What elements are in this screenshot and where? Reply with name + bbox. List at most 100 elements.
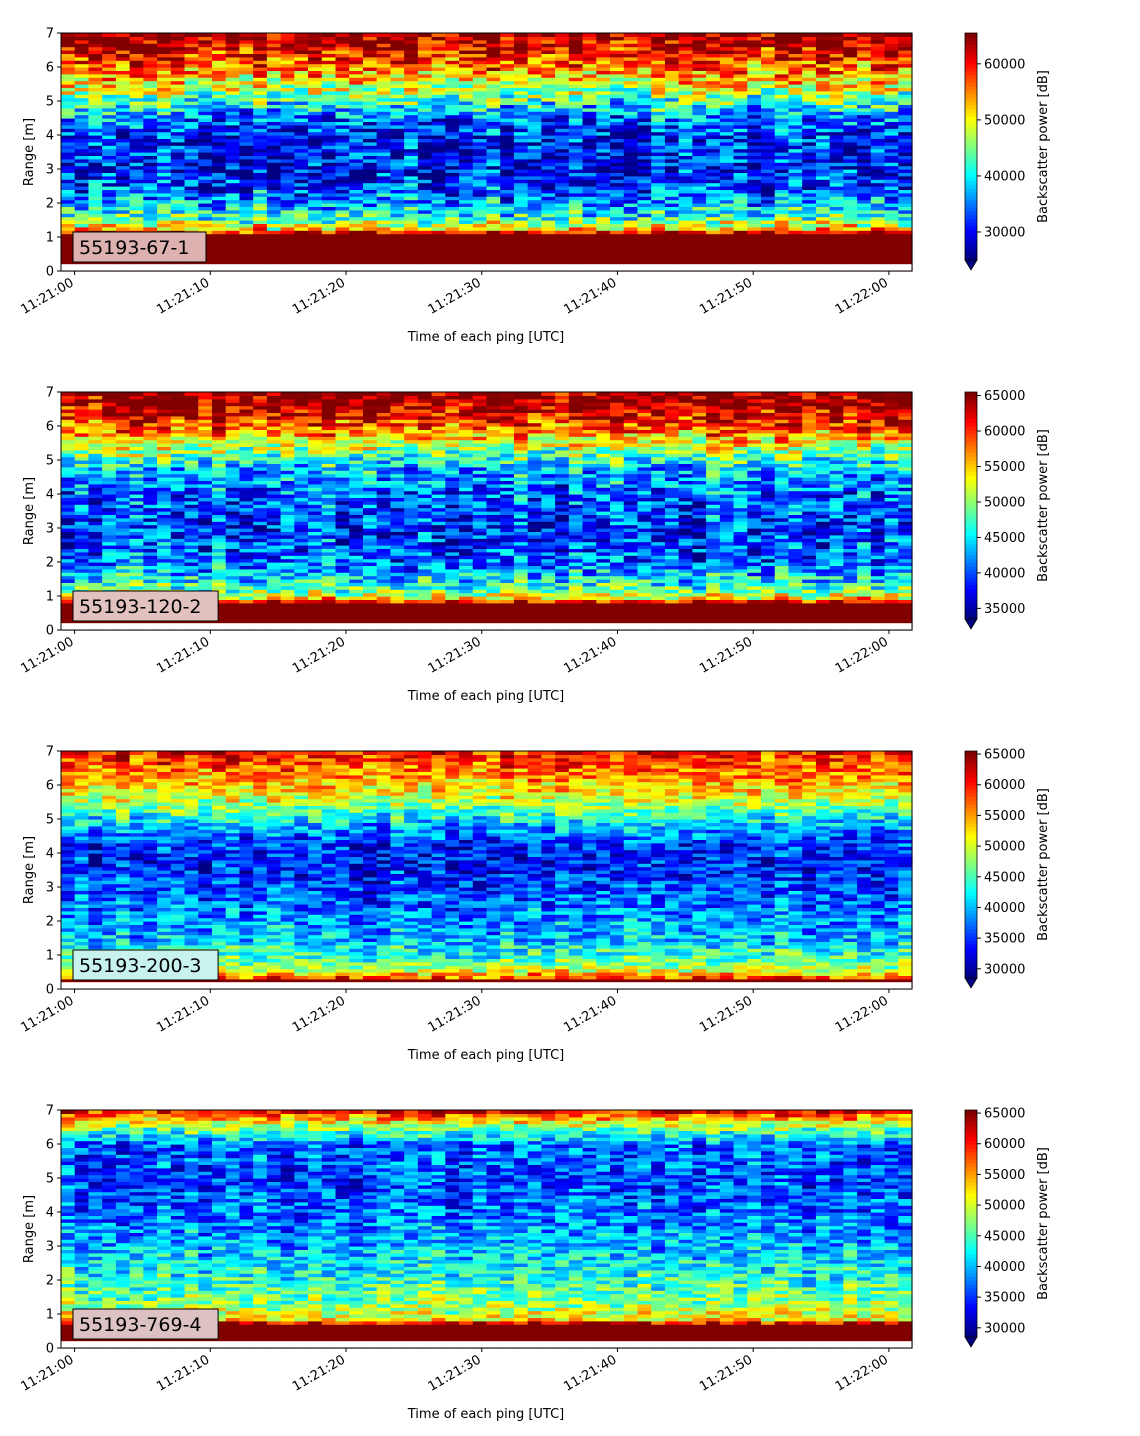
- heatmap-cell: [390, 124, 405, 129]
- heatmap-cell: [500, 206, 515, 211]
- heatmap-cell: [555, 145, 570, 150]
- heatmap-cell: [184, 216, 199, 221]
- heatmap-cell: [184, 56, 199, 61]
- heatmap-cell: [898, 148, 913, 153]
- heatmap-cell: [527, 257, 543, 262]
- heatmap-cell: [664, 240, 680, 245]
- heatmap-cell: [500, 203, 515, 207]
- heatmap-cell: [719, 254, 735, 258]
- heatmap-cell: [102, 165, 117, 170]
- heatmap-cell: [335, 77, 350, 82]
- heatmap-cell: [280, 216, 295, 221]
- heatmap-cell: [390, 33, 405, 37]
- heatmap-cell: [321, 90, 337, 95]
- heatmap-cell: [761, 250, 776, 255]
- heatmap-cell: [390, 94, 405, 99]
- heatmap-cell: [596, 97, 611, 102]
- heatmap-cell: [157, 141, 172, 146]
- heatmap-cell: [555, 118, 570, 122]
- heatmap-cell: [555, 73, 570, 78]
- heatmap-cell: [733, 114, 748, 119]
- heatmap-cell: [266, 33, 282, 37]
- heatmap-cell: [417, 121, 433, 126]
- heatmap-cell: [651, 90, 666, 95]
- heatmap-cell: [102, 135, 117, 139]
- heatmap-cell: [596, 243, 611, 248]
- heatmap-cell: [459, 175, 474, 180]
- heatmap-cell: [500, 104, 515, 109]
- heatmap-cell: [225, 155, 241, 160]
- heatmap-cell: [61, 182, 76, 187]
- heatmap-cell: [74, 60, 90, 65]
- heatmap-cell: [321, 169, 337, 173]
- heatmap-cell: [664, 220, 680, 224]
- heatmap-cell: [198, 199, 213, 204]
- heatmap-cell: [788, 199, 803, 204]
- heatmap-cell: [157, 90, 172, 95]
- heatmap-cell: [678, 199, 693, 204]
- heatmap-cell: [445, 240, 460, 245]
- heatmap-cell: [335, 169, 350, 173]
- heatmap-cell: [349, 94, 364, 99]
- heatmap-cell: [623, 60, 639, 65]
- heatmap-cell: [513, 179, 529, 184]
- heatmap-cell: [349, 220, 364, 224]
- heatmap-cell: [376, 158, 392, 163]
- heatmap-cell: [376, 203, 392, 207]
- heatmap-cell: [719, 250, 735, 255]
- heatmap-cell: [678, 240, 693, 245]
- heatmap-cell: [266, 90, 282, 95]
- heatmap-cell: [513, 206, 529, 211]
- heatmap-cell: [788, 111, 803, 116]
- heatmap-cell: [321, 63, 337, 68]
- heatmap-cell: [404, 121, 419, 126]
- heatmap-cell: [239, 243, 254, 248]
- heatmap-cell: [74, 165, 90, 170]
- heatmap-cell: [184, 80, 199, 85]
- heatmap-cell: [802, 169, 817, 173]
- heatmap-cell: [719, 260, 735, 265]
- heatmap-cell: [788, 226, 803, 231]
- heatmap-cell: [472, 128, 488, 133]
- heatmap-cell: [129, 226, 144, 231]
- heatmap-cell: [88, 43, 103, 48]
- heatmap-cell: [706, 257, 721, 262]
- heatmap-cell: [719, 111, 735, 116]
- heatmap-cell: [678, 230, 693, 235]
- heatmap-cell: [211, 209, 227, 214]
- heatmap-cell: [211, 111, 227, 116]
- heatmap-cell: [61, 213, 76, 218]
- heatmap-cell: [568, 257, 584, 262]
- heatmap-cell: [568, 101, 584, 105]
- heatmap-cell: [157, 189, 172, 194]
- heatmap-cell: [733, 233, 748, 238]
- heatmap-cell: [623, 223, 639, 228]
- heatmap-cell: [774, 209, 790, 214]
- heatmap-cell: [184, 111, 199, 116]
- heatmap-cell: [761, 223, 776, 228]
- heatmap-cell: [88, 118, 103, 122]
- heatmap-cell: [362, 77, 378, 82]
- heatmap-cell: [239, 128, 254, 133]
- heatmap-cell: [788, 39, 803, 44]
- heatmap-cell: [404, 84, 419, 88]
- heatmap-cell: [623, 254, 639, 258]
- heatmap-cell: [513, 254, 529, 258]
- heatmap-cell: [335, 213, 350, 218]
- heatmap-cell: [349, 247, 364, 252]
- heatmap-cell: [747, 53, 762, 58]
- heatmap-cell: [829, 250, 844, 255]
- heatmap-cell: [459, 84, 474, 88]
- heatmap-cell: [157, 77, 172, 82]
- heatmap-cell: [143, 87, 158, 92]
- panel-label-text: 55193-67-1: [79, 237, 189, 259]
- heatmap-cell: [459, 128, 474, 133]
- heatmap-cell: [459, 43, 474, 48]
- heatmap-cell: [335, 94, 350, 99]
- heatmap-cell: [692, 33, 707, 37]
- heatmap-cell: [774, 73, 790, 78]
- heatmap-cell: [211, 206, 227, 211]
- heatmap-cell: [431, 39, 446, 44]
- heatmap-cell: [225, 199, 241, 204]
- heatmap-cell: [706, 247, 721, 252]
